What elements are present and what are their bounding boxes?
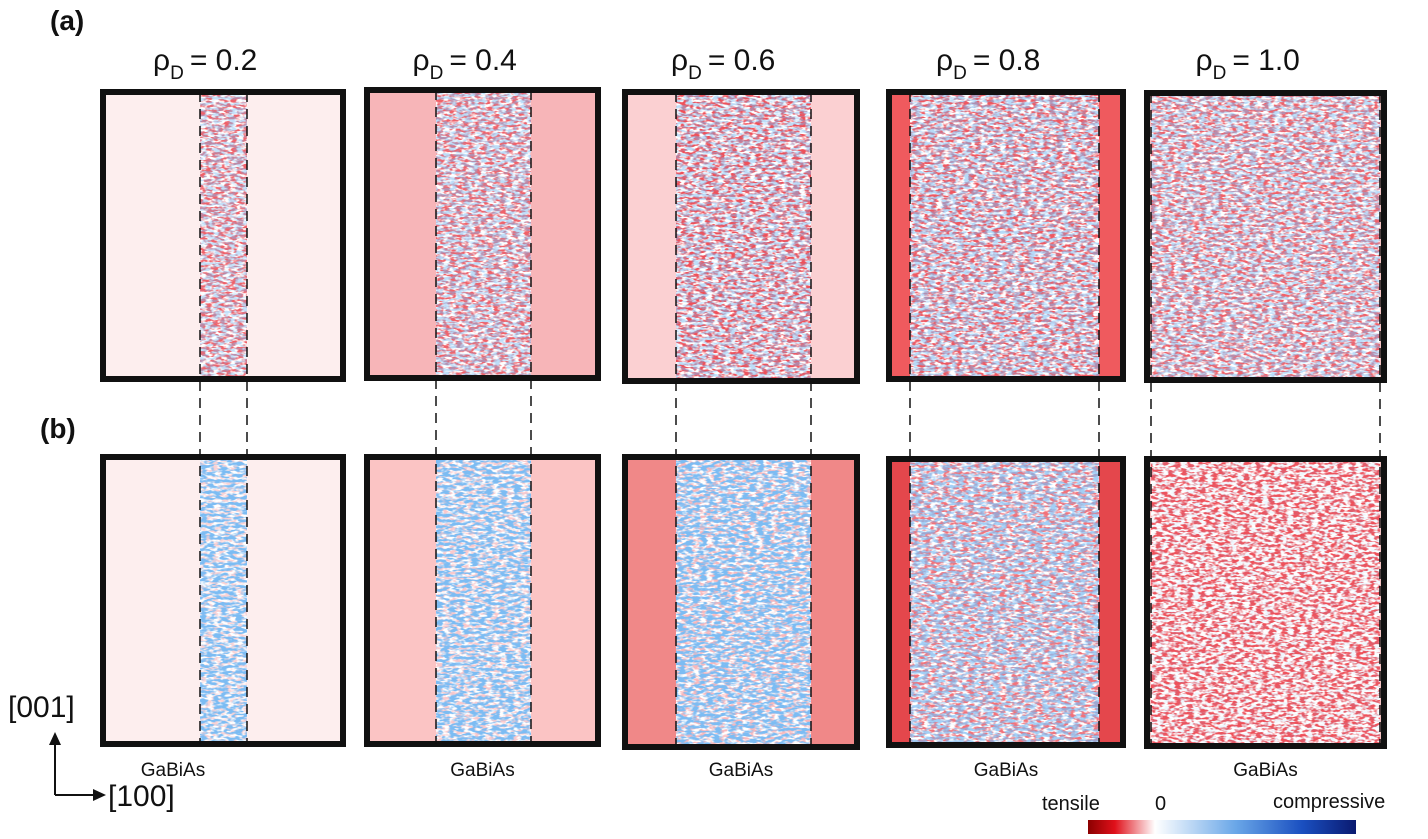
stress-map	[886, 456, 1126, 748]
frame	[1144, 90, 1387, 383]
colorbar-label: tensile	[1042, 793, 1100, 815]
stress-map	[100, 454, 346, 747]
material-label: GaBiAs	[141, 760, 205, 781]
noise-blue	[436, 457, 531, 744]
colorbar: tensile 0 compressive	[1042, 791, 1385, 834]
frame	[100, 454, 346, 747]
material-label: GaBiAs	[709, 760, 773, 781]
column-title: ρD = 0.4	[413, 44, 517, 84]
frame	[622, 454, 860, 750]
noise-blue	[1151, 459, 1380, 746]
panel-label: (a)	[50, 5, 84, 36]
axis-label: [001]	[8, 691, 75, 724]
stress-map	[364, 454, 601, 747]
axes-indicator: [001] [100]	[8, 691, 175, 813]
column-title: ρD = 1.0	[1196, 44, 1300, 84]
noise-blue	[910, 92, 1099, 379]
stress-map	[886, 89, 1126, 382]
material-label: GaBiAs	[974, 760, 1038, 781]
frame	[622, 89, 860, 384]
colorbar-label: 0	[1155, 793, 1166, 815]
stress-map	[1144, 90, 1387, 383]
axis-label: [100]	[108, 780, 175, 813]
noise-blue	[200, 457, 247, 744]
noise-blue	[676, 92, 811, 381]
noise-blue	[436, 90, 531, 378]
frame	[886, 89, 1126, 382]
stress-map	[364, 87, 601, 381]
frame	[886, 456, 1126, 748]
noise-blue	[676, 457, 811, 747]
material-label: GaBiAs	[1233, 760, 1297, 781]
material-label: GaBiAs	[450, 760, 514, 781]
column-title: ρD = 0.8	[936, 44, 1040, 84]
frame	[1144, 456, 1387, 749]
frame	[364, 454, 601, 747]
panel-label: (b)	[40, 413, 76, 444]
column-title: ρD = 0.2	[153, 44, 257, 84]
stress-map	[622, 454, 860, 750]
frame	[100, 89, 346, 382]
colorbar-label: compressive	[1273, 791, 1385, 813]
stress-map	[622, 89, 860, 384]
stress-map	[100, 89, 346, 382]
frame	[364, 87, 601, 381]
noise-blue	[910, 459, 1099, 745]
noise-blue	[1151, 93, 1380, 380]
noise-blue	[200, 92, 247, 379]
column-title: ρD = 0.6	[671, 44, 775, 84]
stress-map	[1144, 456, 1387, 749]
